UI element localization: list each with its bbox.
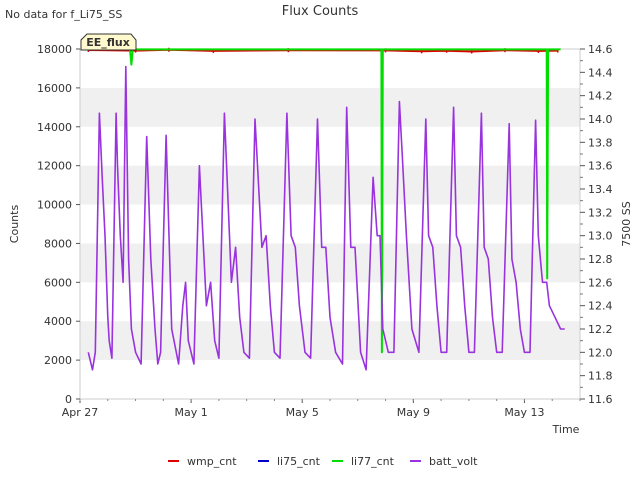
chart-title: Flux Counts [282, 4, 359, 19]
x-tick-label: May 1 [174, 406, 207, 419]
y2-tick-label: 14.6 [588, 43, 613, 56]
y2-tick-label: 13.2 [588, 206, 613, 219]
y2-tick-label: 13.0 [588, 230, 613, 243]
y-tick-label: 12000 [37, 160, 72, 173]
y2-tick-label: 12.4 [588, 300, 613, 313]
y-tick-label: 2000 [44, 354, 72, 367]
y2-tick-label: 11.6 [588, 393, 613, 406]
grid-band [80, 87, 580, 127]
y2-tick-label: 12.6 [588, 276, 613, 289]
y2-tick-label: 12.8 [588, 253, 613, 266]
y-tick-label: 6000 [44, 276, 72, 289]
grid-band [80, 321, 580, 361]
y-tick-label: 14000 [37, 121, 72, 134]
grid-band [80, 165, 580, 205]
legend: wmp_cnt li75_cnt li77_cnt batt_volt [168, 455, 478, 468]
y-tick-label: 8000 [44, 237, 72, 250]
legend-label-li75_cnt: li75_cnt [277, 455, 321, 468]
series-line-batt_volt [87, 65, 565, 371]
y-tick-label: 10000 [37, 199, 72, 212]
badge-label: EE_flux [86, 36, 130, 49]
y2-tick-label: 12.0 [588, 346, 613, 359]
corner-note: No data for f_Li75_SS [5, 8, 122, 21]
y-tick-label: 16000 [37, 82, 72, 95]
y2-tick-label: 11.8 [588, 370, 613, 383]
y2-tick-label: 14.2 [588, 90, 613, 103]
x-axis-label: Time [552, 423, 580, 436]
x-tick-label: May 9 [397, 406, 430, 419]
y2-tick-label: 12.2 [588, 323, 613, 336]
y-tick-label: 4000 [44, 315, 72, 328]
badge-shape [80, 33, 137, 51]
y2-tick-label: 14.4 [588, 66, 613, 79]
legend-label-li77_cnt: li77_cnt [351, 455, 395, 468]
plot-area: 0 2000 4000 6000 8000 10000 12000 14000 16000 180… [37, 43, 613, 419]
y2-axis-label: 7500 SS [620, 201, 633, 246]
y2-tick-label: 13.8 [588, 136, 613, 149]
y-axis-label: Counts [8, 205, 21, 244]
y-tick-label: 0 [65, 393, 72, 406]
x-tick-label: Apr 27 [62, 406, 99, 419]
y-tick-label: 18000 [37, 43, 72, 56]
series-line-li77_cnt [88, 48, 561, 354]
ee-flux-badge: EE_flux [80, 33, 137, 51]
legend-label-batt_volt: batt_volt [429, 455, 478, 468]
x-tick-label: May 5 [286, 406, 319, 419]
y2-tick-label: 13.4 [588, 183, 613, 196]
x-tick-label: May 13 [504, 406, 544, 419]
y2-tick-label: 14.0 [588, 113, 613, 126]
y2-tick-label: 13.6 [588, 160, 613, 173]
legend-label-wmp_cnt: wmp_cnt [187, 455, 237, 468]
